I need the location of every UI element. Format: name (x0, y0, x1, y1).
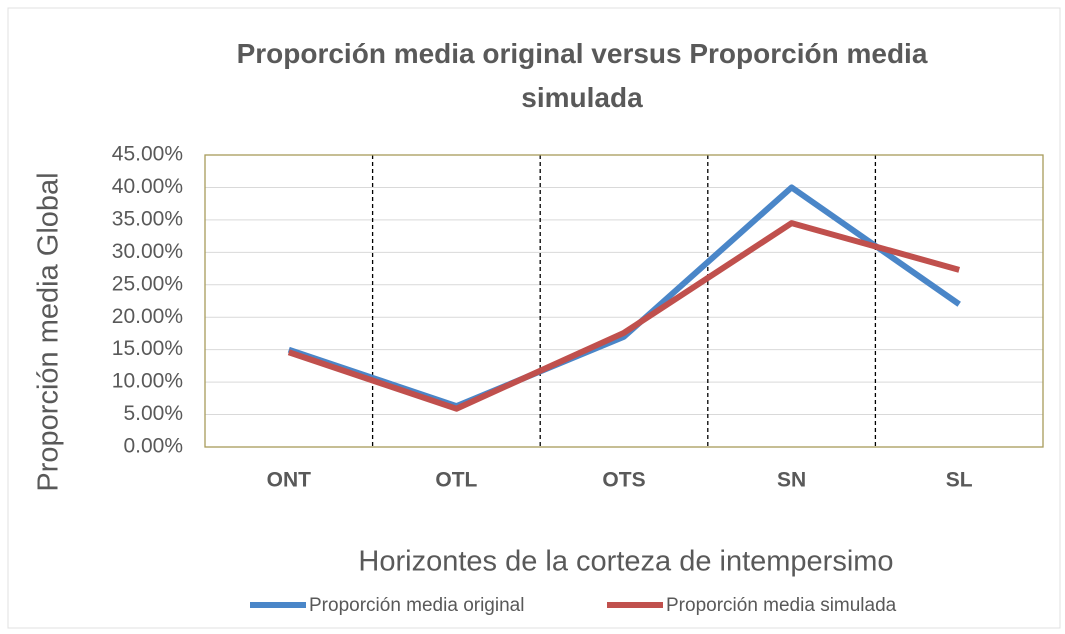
y-tick-label: 5.00% (123, 402, 183, 425)
y-axis-title: Proporción media Global (33, 172, 65, 491)
y-tick-label: 35.00% (112, 207, 183, 230)
y-tick-label: 45.00% (112, 143, 183, 166)
x-axis-title: Horizontes de la corteza de intempersimo (358, 546, 893, 578)
y-tick-label: 40.00% (112, 175, 183, 198)
y-tick-label: 10.00% (112, 370, 183, 393)
x-tick-label: OTL (435, 469, 477, 492)
x-tick-label: ONT (267, 469, 312, 492)
legend-label: Proporción media simulada (666, 595, 897, 616)
y-tick-label: 25.00% (112, 272, 183, 295)
x-tick-label: SN (777, 469, 806, 492)
chart-frame (7, 7, 1061, 629)
legend-label: Proporción media original (309, 595, 524, 616)
y-tick-label: 0.00% (123, 435, 183, 458)
y-tick-label: 30.00% (112, 240, 183, 263)
series-line (287, 220, 961, 412)
chart-title-line1: Proporción media original versus Proporc… (237, 38, 928, 113)
plot-border (204, 154, 1044, 448)
x-tick-label: OTS (602, 469, 645, 492)
x-tick-label: SL (946, 469, 973, 492)
y-tick-label: 20.00% (112, 305, 183, 328)
y-tick-label: 15.00% (112, 337, 183, 360)
